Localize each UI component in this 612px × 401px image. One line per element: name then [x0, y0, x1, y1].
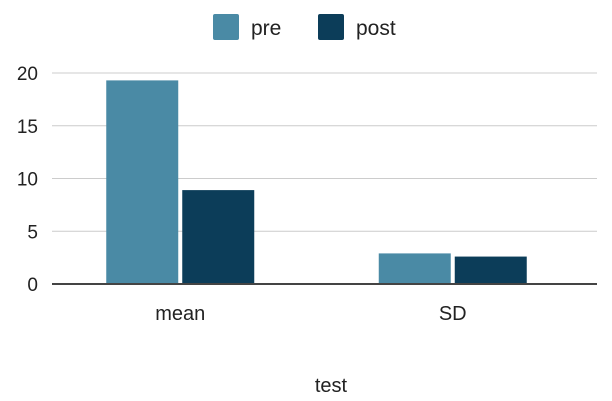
- legend-swatch-pre: [213, 14, 239, 40]
- legend-label-post: post: [356, 17, 396, 40]
- y-tick-label: 15: [17, 117, 38, 138]
- legend-swatch-post: [318, 14, 344, 40]
- y-tick-label: 20: [17, 64, 38, 85]
- bars: [106, 80, 527, 284]
- x-tick-label: SD: [439, 303, 467, 325]
- x-tick-label: mean: [155, 303, 205, 325]
- bar-post-SD: [454, 256, 527, 284]
- bar-post-mean: [182, 190, 255, 284]
- legend: pre post: [213, 14, 396, 40]
- axes: 0 5 10 15 20 mean SD: [17, 64, 597, 325]
- bar-pre-mean: [106, 80, 179, 284]
- x-axis-title: test: [315, 375, 348, 397]
- legend-label-pre: pre: [251, 17, 281, 40]
- y-tick-label: 5: [27, 222, 38, 243]
- y-tick-label: 0: [27, 275, 38, 296]
- y-tick-label: 10: [17, 170, 38, 191]
- bar-pre-SD: [378, 253, 451, 284]
